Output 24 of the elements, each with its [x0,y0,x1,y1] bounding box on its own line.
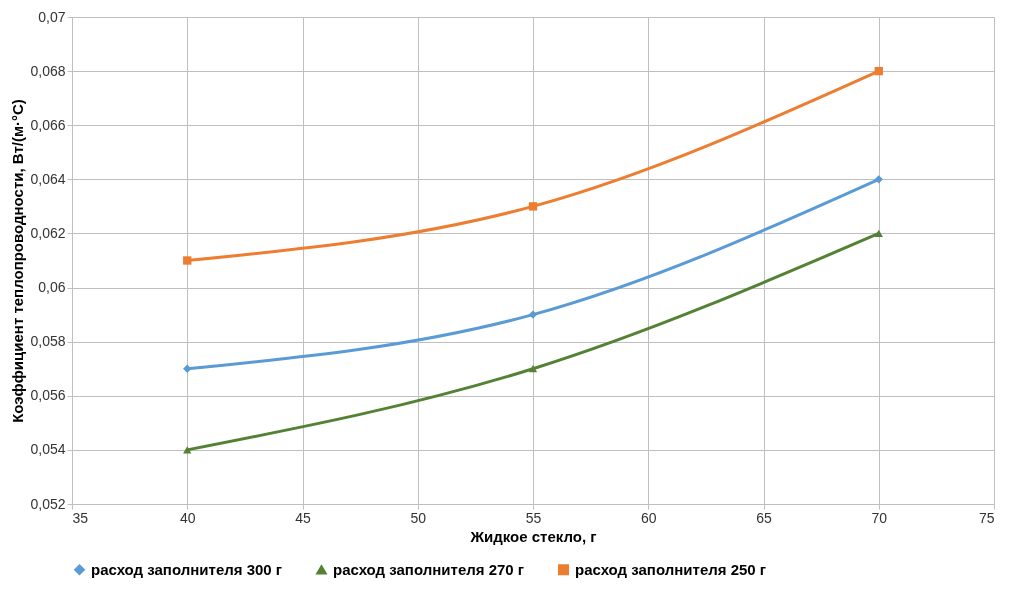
y-tick-label: 0,052 [30,495,66,512]
y-tick-label: 0,056 [30,387,66,404]
y-tick-label: 0,054 [30,441,66,458]
x-tick-label: 40 [179,509,196,526]
x-tick-label: 60 [640,509,657,526]
x-tick-label: 50 [410,509,427,526]
x-axis-title: Жидкое стекло, г [469,527,597,545]
y-tick-label: 0,064 [30,170,66,187]
y-tick-label: 0,068 [30,62,66,79]
y-tick-label: 0,066 [30,116,66,133]
x-tick-label: 35 [72,509,89,526]
y-tick-label: 0,06 [38,279,66,296]
legend-label: расход заполнителя 250 г [575,560,767,578]
y-axis-title: Коэффициент теплопроводности, Вт/(м·°С) [9,99,27,423]
legend-label: расход заполнителя 300 г [91,560,283,578]
y-tick-label: 0,062 [30,224,66,241]
x-tick-label: 55 [525,509,542,526]
y-tick-label: 0,07 [38,8,66,25]
x-tick-label: 45 [295,509,311,526]
x-tick-label: 70 [871,509,888,526]
legend-label: расход заполнителя 270 г [333,560,525,578]
x-tick-label: 75 [978,509,995,526]
x-tick-label: 65 [756,509,772,526]
y-tick-label: 0,058 [30,333,66,350]
